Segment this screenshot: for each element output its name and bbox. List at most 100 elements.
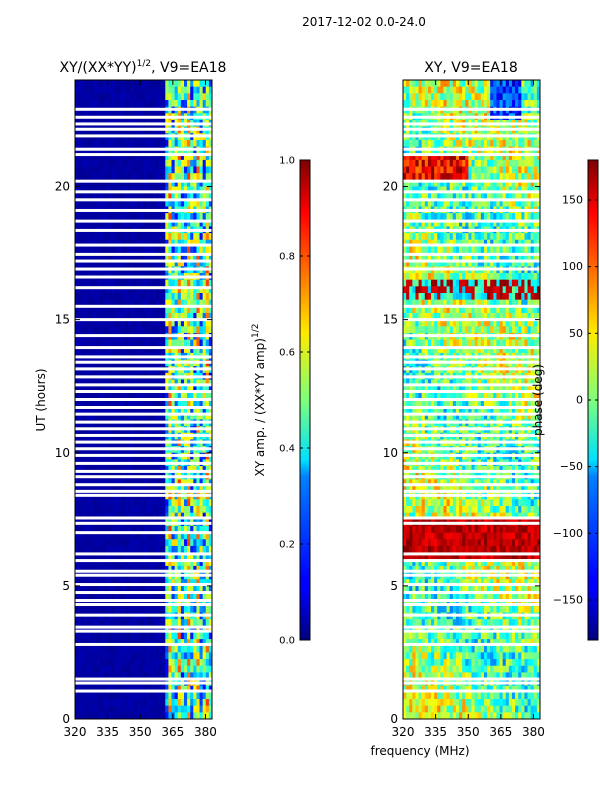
heatmap-cell	[103, 645, 107, 653]
heatmap-cell	[468, 99, 472, 108]
heatmap-cell	[434, 93, 438, 101]
heatmap-cell	[468, 139, 472, 147]
heatmap-cell	[202, 166, 207, 174]
heatmap-cell	[143, 93, 148, 101]
heatmap-cell	[183, 599, 188, 607]
heatmap-cell	[140, 93, 144, 101]
heatmap-cell	[190, 312, 194, 321]
heatmap-cell	[427, 93, 432, 101]
heatmap-cell	[168, 579, 172, 587]
heatmap-cell	[530, 99, 535, 108]
heatmap-cell	[205, 712, 210, 719]
heatmap-cell	[149, 406, 154, 414]
heatmap-cell	[177, 652, 182, 660]
heatmap-cell	[140, 512, 144, 520]
heatmap-cell	[106, 312, 110, 321]
heatmap-cell	[96, 159, 101, 167]
heatmap-cell	[174, 379, 179, 387]
heatmap-cell	[90, 506, 95, 514]
heatmap-cell	[75, 239, 79, 247]
heatmap-cell	[193, 499, 197, 507]
heatmap-cell	[171, 672, 176, 680]
heatmap-cell	[471, 173, 476, 181]
heatmap-cell	[109, 233, 113, 241]
heatmap-cell	[152, 499, 157, 507]
heatmap-cell	[199, 93, 204, 101]
heatmap-cell	[168, 406, 172, 414]
heatmap-cell	[118, 499, 123, 507]
heatmap-cell	[165, 193, 169, 201]
heatmap-cell	[477, 93, 482, 101]
heatmap-cell	[174, 685, 179, 693]
heatmap-cell	[446, 153, 451, 161]
heatmap-cell	[205, 652, 210, 660]
heatmap-cell	[193, 86, 197, 94]
heatmap-cell	[106, 532, 110, 540]
heatmap-cell	[174, 166, 179, 174]
heatmap-cell	[190, 166, 194, 174]
heatmap-cell	[196, 705, 200, 713]
heatmap-cell	[187, 552, 191, 560]
heatmap-cell	[533, 159, 538, 167]
heatmap-cell	[462, 166, 466, 174]
heatmap-cell	[118, 506, 123, 514]
heatmap-cell	[159, 86, 163, 94]
heatmap-cell	[190, 599, 194, 607]
heatmap-cell	[87, 652, 91, 660]
heatmap-gap	[75, 689, 212, 693]
heatmap-cell	[103, 619, 107, 627]
heatmap-cell	[131, 239, 135, 247]
heatmap-cell	[149, 339, 154, 347]
heatmap-cell	[124, 665, 129, 673]
heatmap-cell	[103, 479, 107, 487]
heatmap-cell	[90, 319, 95, 327]
heatmap-cell	[193, 213, 197, 221]
heatmap-cell	[155, 166, 160, 174]
heatmap-cell	[124, 299, 129, 307]
heatmap-cell	[121, 599, 126, 607]
heatmap-cell	[174, 532, 179, 540]
heatmap-cell	[137, 699, 141, 707]
heatmap-cell	[75, 539, 79, 547]
heatmap-cell	[78, 659, 82, 667]
heatmap-cell	[90, 705, 95, 713]
heatmap-cell	[146, 199, 151, 207]
heatmap-cell	[483, 153, 488, 161]
heatmap-cell	[190, 99, 194, 108]
heatmap-cell	[84, 479, 88, 487]
heatmap-cell	[106, 579, 110, 587]
heatmap-cell	[527, 80, 532, 88]
heatmap-cell	[115, 412, 119, 420]
heatmap-cell	[205, 386, 210, 394]
heatmap-cell	[174, 153, 179, 161]
heatmap-cell	[118, 552, 123, 560]
heatmap-cell	[177, 406, 182, 414]
heatmap-cell	[106, 599, 110, 607]
heatmap-cell	[93, 585, 98, 593]
heatmap-cell	[112, 645, 116, 653]
heatmap-cell	[418, 153, 423, 161]
heatmap-cell	[84, 219, 88, 227]
heatmap-cell	[177, 705, 182, 713]
heatmap-cell	[183, 652, 188, 660]
heatmap-cell	[202, 632, 207, 640]
heatmap-cell	[84, 246, 88, 254]
heatmap-cell	[99, 499, 104, 507]
heatmap-cell	[493, 99, 497, 108]
heatmap-cell	[159, 605, 163, 613]
heatmap-cell	[452, 86, 457, 94]
heatmap-cell	[155, 253, 160, 261]
heatmap-cell	[106, 692, 110, 700]
heatmap-cell	[78, 86, 82, 94]
heatmap-cell	[196, 692, 200, 700]
heatmap-cell	[162, 93, 166, 101]
heatmap-cell	[162, 625, 166, 633]
heatmap-cell	[140, 645, 144, 653]
heatmap-cell	[180, 173, 185, 181]
heatmap-cell	[196, 299, 200, 307]
heatmap-cell	[124, 506, 129, 514]
heatmap-cell	[115, 392, 119, 400]
heatmap-cell	[140, 625, 144, 633]
heatmap-cell	[81, 213, 85, 221]
heatmap-cell	[471, 139, 476, 147]
